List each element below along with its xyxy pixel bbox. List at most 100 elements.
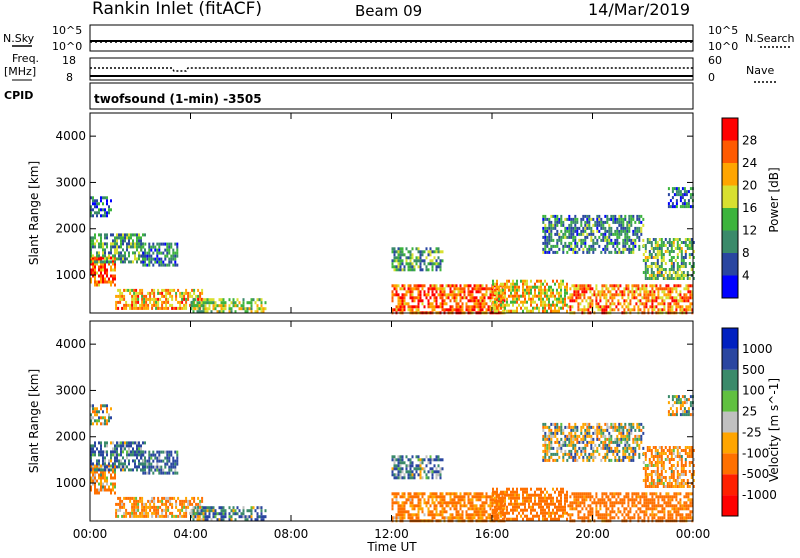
echo-cell xyxy=(562,456,564,459)
echo-cell xyxy=(665,238,667,241)
colorbar-tick-label: 28 xyxy=(742,134,757,148)
echo-cell xyxy=(614,251,616,254)
echo-cell xyxy=(627,513,629,516)
echo-cell xyxy=(564,438,566,441)
echo-cell xyxy=(542,301,544,304)
echo-cell xyxy=(231,307,233,310)
echo-cell xyxy=(564,509,566,512)
echo-cell xyxy=(675,271,677,274)
echo-cell xyxy=(128,245,130,248)
echo-cell xyxy=(586,432,588,435)
echo-cell xyxy=(110,416,112,419)
echo-cell xyxy=(550,497,552,500)
echo-cell xyxy=(153,292,155,295)
echo-cell xyxy=(141,298,143,301)
echo-cell xyxy=(604,227,606,230)
echo-cell xyxy=(534,491,536,494)
echo-cell xyxy=(574,218,576,221)
echo-cell xyxy=(587,287,589,290)
echo-cell xyxy=(592,447,594,450)
echo-cell xyxy=(542,423,544,426)
echo-cell xyxy=(166,460,168,463)
echo-cell xyxy=(671,250,673,253)
echo-cell xyxy=(434,293,436,296)
echo-cell xyxy=(470,504,472,507)
echo-cell xyxy=(163,509,165,512)
echo-cell xyxy=(669,498,671,501)
echo-cell xyxy=(135,515,137,518)
echo-cell xyxy=(494,301,496,304)
echo-cell xyxy=(679,244,681,247)
echo-cell xyxy=(570,444,572,447)
echo-cell xyxy=(677,247,679,250)
echo-cell xyxy=(542,236,544,239)
echo-cell xyxy=(628,236,630,239)
echo-cell xyxy=(136,444,138,447)
echo-cell xyxy=(596,429,598,432)
echo-cell xyxy=(168,472,170,475)
echo-cell xyxy=(546,251,548,254)
echo-cell xyxy=(614,456,616,459)
echo-cell xyxy=(661,238,663,241)
echo-cell xyxy=(645,498,647,501)
echo-cell xyxy=(550,245,552,248)
echo-cell xyxy=(530,494,532,497)
echo-cell xyxy=(158,243,160,246)
echo-cell xyxy=(550,453,552,456)
echo-cell xyxy=(567,296,569,299)
echo-cell xyxy=(609,504,611,507)
echo-cell xyxy=(199,292,201,295)
echo-cell xyxy=(171,506,173,509)
echo-cell xyxy=(679,274,681,277)
echo-cell xyxy=(659,510,661,513)
echo-cell xyxy=(154,454,156,457)
echo-cell xyxy=(150,249,152,252)
echo-cell xyxy=(119,292,121,295)
echo-cell xyxy=(136,233,138,236)
echo-cell xyxy=(211,509,213,512)
echo-cell xyxy=(490,296,492,299)
echo-cell xyxy=(575,504,577,507)
echo-cell xyxy=(663,299,665,302)
echo-cell xyxy=(667,302,669,305)
echo-cell xyxy=(526,310,528,313)
echo-cell xyxy=(460,513,462,516)
echo-cell xyxy=(576,459,578,462)
echo-cell xyxy=(627,504,629,507)
echo-cell xyxy=(665,495,667,498)
echo-cell xyxy=(544,230,546,233)
echo-cell xyxy=(657,504,659,507)
echo-cell xyxy=(538,298,540,301)
echo-cell xyxy=(434,299,436,302)
echo-cell xyxy=(619,293,621,296)
echo-cell xyxy=(135,298,137,301)
echo-cell xyxy=(199,506,201,509)
echo-cell xyxy=(526,283,528,286)
echo-cell xyxy=(575,498,577,501)
echo-cell xyxy=(418,265,420,268)
echo-cell xyxy=(604,438,606,441)
echo-cell xyxy=(597,498,599,501)
echo-cell xyxy=(606,245,608,248)
echo-cell xyxy=(136,257,138,260)
echo-cell xyxy=(605,302,607,305)
echo-cell xyxy=(94,211,96,214)
echo-cell xyxy=(520,295,522,298)
echo-cell xyxy=(607,305,609,308)
echo-cell xyxy=(96,251,98,254)
echo-cell xyxy=(638,227,640,230)
echo-cell xyxy=(480,299,482,302)
echo-cell xyxy=(685,241,687,244)
echo-cell xyxy=(560,215,562,218)
echo-cell xyxy=(622,245,624,248)
echo-cell xyxy=(600,239,602,242)
echo-cell xyxy=(552,227,554,230)
echo-cell xyxy=(669,250,671,253)
echo-cell xyxy=(145,301,147,304)
echo-cell xyxy=(598,453,600,456)
echo-cell xyxy=(205,304,207,307)
echo-cell xyxy=(618,444,620,447)
echo-cell xyxy=(572,221,574,224)
echo-cell xyxy=(173,515,175,518)
